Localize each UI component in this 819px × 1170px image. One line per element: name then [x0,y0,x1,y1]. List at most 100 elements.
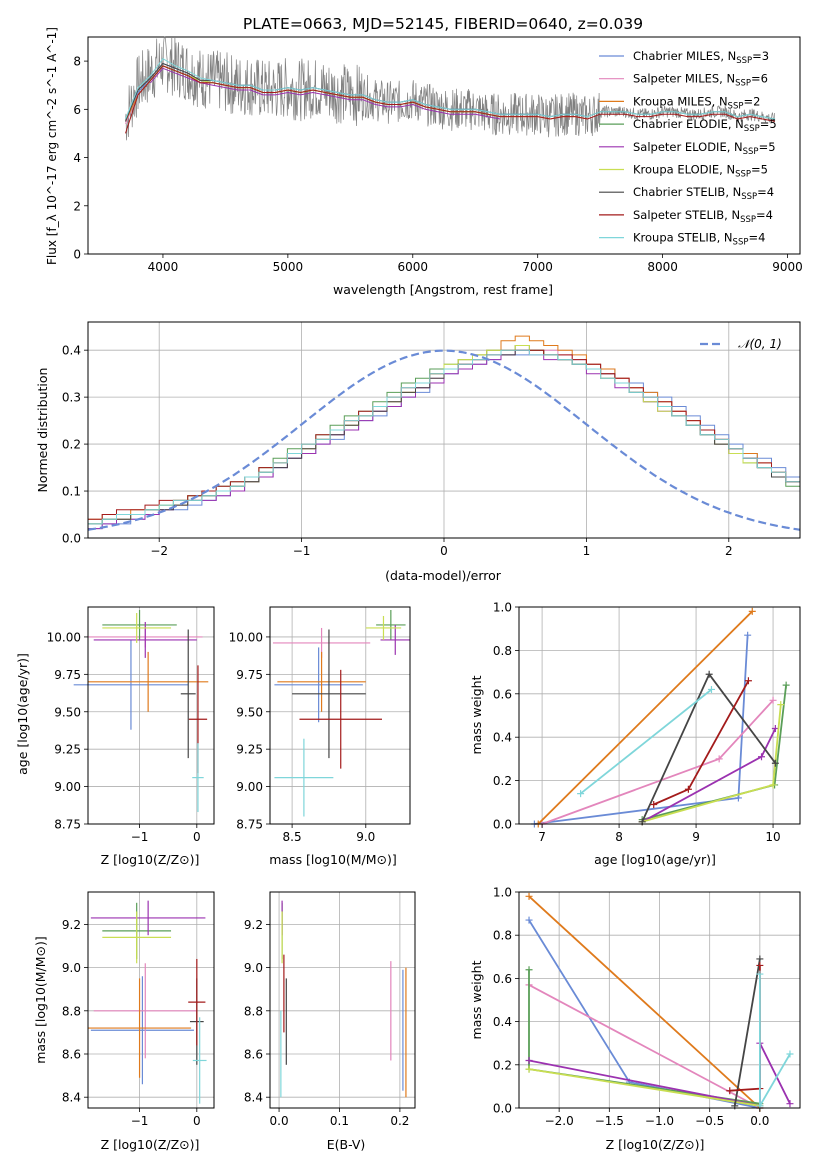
x-tick-label: −2.0 [545,1114,574,1128]
y-tick-label: 1.0 [493,886,512,900]
age-z-xlabel: Z [log10(Z/Z⊙)] [101,852,200,867]
normal-reference-curve [87,349,801,531]
legend-label-count: =5 [759,140,776,154]
weight-line [641,672,777,823]
y-tick-label: 0.0 [493,1102,512,1116]
x-tick-label: 8000 [647,260,678,274]
legend-label-sub: SSP [744,124,760,134]
x-tick-label: 9000 [772,260,803,274]
model-spectrum-line [150,67,501,120]
y-tick-label: 9.00 [236,780,263,794]
legend-normal-label: 𝒩(0, 1) [738,337,782,351]
y-tick-label: 9.00 [54,780,81,794]
legend-label-sub: SSP [743,147,759,157]
y-tick-label: 9.0 [62,961,81,975]
y-tick-label: 9.2 [62,918,81,932]
x-tick-label: 6000 [397,260,428,274]
panel-mass-vs-z-frame [87,891,215,1109]
legend-label: Kroupa MILES, NSSP=2 [633,94,760,111]
weight-line [537,610,753,825]
panel-weight-vs-age-ticks: 7 8 9 10 0.0 0.2 0.4 0.6 0.8 1.0 [493,601,781,845]
panel-weight-vs-age: 7 8 9 10 0.0 0.2 0.4 0.6 0.8 1.0 [493,601,801,845]
spectrum-models-layer [125,58,776,134]
x-tick-label: 9.0 [356,830,375,844]
weight-point-marker [786,1050,794,1058]
weight-point-marker [756,970,764,978]
x-tick-label: 8.5 [283,830,302,844]
weight-point-marker [771,759,779,767]
weight-point-marker [744,677,752,685]
legend-label-sub: SSP [735,79,751,89]
panel-mass-vs-ebv-frame [269,891,416,1109]
y-tick-label: 8.6 [62,1048,81,1062]
legend-label-main: Kroupa STELIB, N [633,231,733,245]
weight-age-xlabel: age [log10(age/yr)] [594,852,716,867]
legend-label-sub: SSP [728,101,744,111]
x-tick-label: 0.1 [330,1114,349,1128]
y-tick-label: 9.50 [236,705,263,719]
panel-age-vs-mass-grid [270,607,410,825]
weight-line [759,974,791,1110]
panel-age-vs-mass-frame [269,606,411,825]
x-tick-label: 2 [725,544,733,558]
y-tick-label: 1.0 [493,601,512,615]
legend-label-main: Chabrier MILES, N [633,49,736,63]
x-tick-label: 0.0 [750,1114,769,1128]
x-tick-label: 10 [765,830,780,844]
panel-age-vs-mass-marks [272,609,410,817]
y-tick-label: 0 [73,248,81,262]
y-tick-label: 4 [73,151,81,165]
panel-weight-vs-z: −2.0 −1.5 −1.0 −0.5 0.0 0.0 0.2 0.4 0.6 0.8 1.0 [493,886,801,1129]
weight-line [733,958,761,1106]
x-tick-label: 1 [583,544,591,558]
legend-label: Kroupa ELODIE, NSSP=5 [633,163,768,180]
y-tick-label: 0.2 [62,438,81,452]
y-tick-label: 0.0 [62,532,81,546]
weight-line [528,1068,761,1107]
legend-label-main: Salpeter MILES, N [633,72,735,86]
weight-point-marker [777,701,785,709]
legend-label: Kroupa STELIB, NSSP=4 [633,231,765,248]
legend-label: Chabrier STELIB, NSSP=4 [633,185,774,202]
y-tick-label: 0.8 [493,929,512,943]
weight-point-marker [525,966,533,974]
weight-point-marker [758,753,766,761]
panel-age-vs-z-marks [73,609,209,813]
weight-line [528,895,761,1109]
weight-line [580,688,713,795]
x-tick-label: 8 [615,830,623,844]
figure-title: PLATE=0663, MJD=52145, FIBERID=0640, z=0… [243,15,643,33]
legend-label-count: =2 [743,94,760,108]
legend-label: Chabrier MILES, NSSP=3 [633,49,769,66]
y-tick-label: 0.0 [493,818,512,832]
panel-spectrum: 4000 5000 6000 7000 8000 9000 0 2 4 6 8 Chabrier M… [45,27,803,297]
y-tick-label: 8.6 [244,1048,263,1062]
y-tick-label: 9.25 [236,743,263,757]
legend-label-count: =3 [752,49,769,63]
weight-point-marker [769,696,777,704]
mass-z-xlabel: Z [log10(Z/Z⊙)] [101,1137,200,1152]
x-tick-label: 7 [538,830,546,844]
observed-spectrum-line [125,36,775,141]
weight-point-marker [756,961,764,969]
x-tick-label: 9 [692,830,700,844]
panel-mass-vs-ebv-marks [280,900,407,1098]
x-tick-label: 0.2 [390,1114,409,1128]
panel-weight-vs-z-ticks: −2.0 −1.5 −1.0 −0.5 0.0 0.0 0.2 0.4 0.6 0.8 1.0 [493,886,769,1129]
x-tick-label: −1 [131,1114,149,1128]
y-tick-label: 0.2 [493,1058,512,1072]
weight-point-marker [715,755,723,763]
panel-residuals: −2 −1 0 1 2 0.0 0.1 0.2 0.3 0.4 𝒩(0, 1) (data-mod… [35,321,801,583]
x-tick-label: −1.0 [645,1114,674,1128]
x-tick-label: 0 [193,1114,201,1128]
x-tick-label: −1 [293,544,311,558]
residuals-xlabel: (data-model)/error [385,568,502,583]
x-tick-label: 0 [193,830,201,844]
weight-point-marker [786,1100,794,1108]
legend-label-main: Kroupa ELODIE, N [633,163,735,177]
legend-label-count: =5 [751,163,768,177]
panel-weight-vs-age-frame [518,606,801,825]
legend-label-count: =6 [751,72,768,86]
weight-point-marker [705,670,713,678]
